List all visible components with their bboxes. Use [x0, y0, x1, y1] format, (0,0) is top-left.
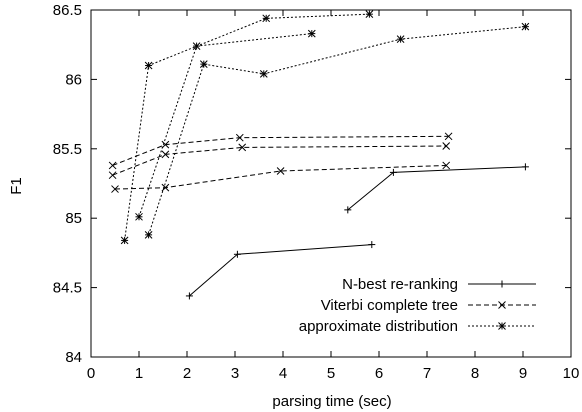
x-axis-label: parsing time (sec) — [272, 393, 391, 410]
data-point-stroke — [307, 29, 316, 38]
legend-marker-stroke — [498, 301, 506, 309]
data-point — [144, 231, 153, 239]
x-tick-label: 0 — [87, 365, 95, 382]
data-point — [120, 236, 129, 245]
x-tick-label: 4 — [279, 365, 287, 382]
data-point — [444, 132, 453, 141]
x-tick-label: 1 — [135, 365, 143, 382]
series-2-line-2 — [148, 26, 526, 236]
data-point — [233, 250, 241, 258]
data-point — [396, 35, 405, 44]
data-point-stroke — [444, 132, 453, 141]
x-tick-label: 9 — [519, 365, 527, 382]
series-1-line-1 — [112, 145, 447, 176]
data-point-stroke — [235, 133, 244, 142]
series-1-line-0 — [112, 135, 449, 166]
data-point — [235, 133, 244, 142]
data-point — [238, 143, 247, 152]
x-tick-label: 5 — [327, 365, 335, 382]
legend-label: approximate distribution — [299, 318, 458, 335]
data-point-stroke — [135, 212, 143, 221]
data-point-stroke — [120, 236, 129, 245]
y-tick-label: 86 — [65, 71, 82, 88]
data-point — [521, 22, 530, 31]
data-point-stroke — [276, 167, 285, 175]
legend-label: Viterbi complete tree — [321, 297, 458, 314]
y-tick-label: 84.5 — [53, 280, 82, 297]
data-point — [144, 61, 153, 70]
data-point-stroke — [259, 69, 268, 78]
data-point-stroke — [396, 35, 405, 44]
data-point-stroke — [144, 61, 153, 70]
data-point — [276, 167, 285, 175]
y-tick-label: 86.5 — [53, 2, 82, 19]
data-point — [161, 183, 170, 192]
series-1-line-2 — [114, 164, 447, 190]
x-tick-label: 7 — [423, 365, 431, 382]
data-point — [389, 168, 397, 176]
legend-marker — [498, 322, 506, 330]
y-tick-label: 85 — [65, 210, 82, 227]
plot-area: 0 1 2 3 4 5 6 7 8 9 10 84 84.5 85 85.5 86 86.5 — [53, 2, 580, 382]
data-point — [442, 161, 451, 170]
x-tick-label: 6 — [375, 365, 383, 382]
series-0-line-1 — [347, 166, 526, 211]
data-point-stroke — [238, 143, 247, 152]
data-point — [307, 29, 316, 38]
y-tick-label: 85.5 — [53, 141, 82, 158]
data-point-stroke — [262, 14, 271, 23]
legend-label: N-best re-ranking — [342, 276, 458, 293]
data-point-stroke — [365, 10, 374, 19]
data-point-stroke — [199, 60, 208, 68]
legend: N-best re-ranking Viterbi complete tree ap… — [299, 276, 536, 335]
data-point — [111, 185, 119, 193]
x-tick-label: 10 — [563, 365, 580, 382]
data-point-stroke — [192, 42, 201, 50]
y-axis-title: F1 — [8, 177, 25, 195]
data-point-stroke — [161, 150, 170, 159]
legend-marker — [498, 280, 506, 288]
data-point-stroke — [108, 171, 117, 180]
data-point — [108, 161, 117, 170]
data-point-stroke — [111, 185, 119, 193]
legend-marker — [498, 301, 506, 309]
data-point — [365, 10, 374, 19]
data-point — [192, 42, 201, 50]
data-point-stroke — [108, 161, 117, 170]
data-point — [262, 14, 271, 23]
x-axis-title: parsing time (sec) — [272, 393, 391, 410]
data-point-stroke — [442, 142, 451, 150]
data-point-stroke — [144, 231, 153, 239]
data-point — [368, 241, 376, 249]
data-point — [185, 292, 193, 300]
data-point — [161, 150, 170, 159]
series-2-line-1 — [138, 33, 312, 217]
series-2-line-0 — [124, 13, 370, 241]
data-point-stroke — [521, 22, 530, 31]
data-point — [344, 206, 352, 214]
data-point — [521, 163, 529, 171]
x-tick-label: 2 — [183, 365, 191, 382]
y-axis-label: F1 — [8, 177, 25, 195]
data-point — [442, 142, 451, 150]
x-tick-label: 3 — [231, 365, 239, 382]
data-point — [199, 60, 208, 68]
x-tick-label: 8 — [471, 365, 479, 382]
data-point — [135, 212, 143, 221]
data-point — [108, 171, 117, 180]
data-point — [259, 69, 268, 78]
y-tick-label: 84 — [65, 349, 82, 366]
legend-marker-stroke — [498, 322, 506, 330]
data-point-stroke — [161, 183, 170, 192]
data-point-stroke — [442, 161, 451, 170]
